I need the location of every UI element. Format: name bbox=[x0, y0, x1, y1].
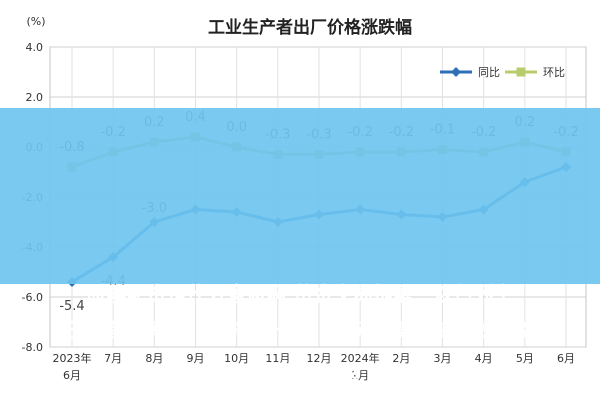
x-tick-label: 3月 bbox=[434, 352, 452, 365]
legend-label-yoy: 同比 bbox=[478, 66, 500, 79]
y-tick-label: -8.0 bbox=[22, 341, 43, 354]
x-tick-label: 4月 bbox=[475, 352, 493, 365]
x-tick-label: 1月 bbox=[351, 369, 369, 382]
chart-title: 工业生产者出厂价格涨跌幅 bbox=[208, 17, 412, 38]
y-tick-label: -6.0 bbox=[22, 291, 43, 304]
data-label: -5.4 bbox=[59, 299, 84, 314]
overlay-headline-line-1: 股票配资是什么意思啊 黄金交易提醒：以色列空 bbox=[86, 282, 514, 306]
legend-label-mom: 环比 bbox=[543, 66, 565, 79]
x-tick-label: 2024年 bbox=[341, 351, 380, 365]
x-tick-label: 9月 bbox=[187, 352, 205, 365]
x-tick-label: 8月 bbox=[145, 352, 163, 365]
x-tick-label: 7月 bbox=[104, 352, 122, 365]
x-tick-label: 6月 bbox=[63, 369, 81, 382]
legend-marker-mom bbox=[516, 67, 526, 77]
x-tick-label: 11月 bbox=[265, 352, 290, 365]
x-tick-label: 12月 bbox=[307, 352, 332, 365]
x-tick-label: 5月 bbox=[516, 352, 534, 365]
x-tick-label: 6月 bbox=[557, 352, 575, 365]
y-tick-label: 2.0 bbox=[26, 91, 44, 104]
x-tick-label: 2月 bbox=[392, 352, 410, 365]
x-tick-label: 2023年 bbox=[53, 351, 92, 365]
y-axis-unit-label: (%) bbox=[26, 15, 45, 28]
promo-overlay-banner[interactable]: 股票配资是什么意思啊 黄金交易提醒：以色列空 巴嫩首都南郊，金价飙升近30美元，… bbox=[0, 108, 600, 384]
overlay-headline-line-2: 巴嫩首都南郊，金价飙升近30美元，美联储决议重磅 bbox=[66, 318, 534, 342]
y-tick-label: 4.0 bbox=[26, 41, 44, 54]
legend-marker-yoy bbox=[451, 67, 461, 77]
x-tick-label: 10月 bbox=[224, 352, 249, 365]
overlay-headline-line-3: 决议重磅来袭！ bbox=[230, 360, 370, 384]
